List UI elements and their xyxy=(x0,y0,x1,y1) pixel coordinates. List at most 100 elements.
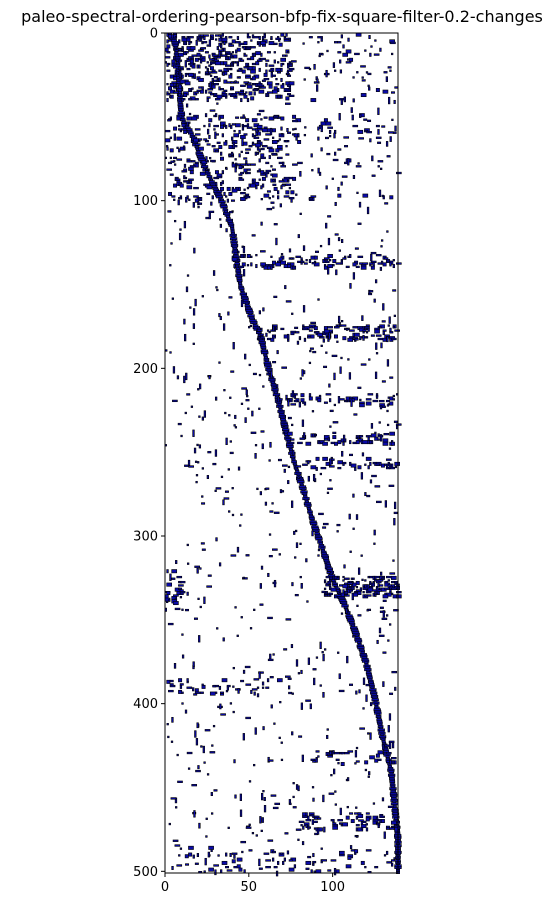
heatmap-cell xyxy=(315,466,318,471)
heatmap-cell xyxy=(213,864,219,867)
heatmap-cell xyxy=(194,565,200,568)
heatmap-cell xyxy=(192,854,195,859)
heatmap-cell xyxy=(212,462,217,466)
heatmap-cell xyxy=(259,86,262,89)
heatmap-cell xyxy=(208,118,213,123)
y-tick-label: 0 xyxy=(150,27,158,42)
heatmap-cell xyxy=(323,438,328,441)
heatmap-cell xyxy=(231,56,235,59)
heatmap-cell xyxy=(214,98,221,101)
heatmap-cell xyxy=(285,32,288,37)
heatmap-cell xyxy=(378,421,381,424)
heatmap-cell xyxy=(203,761,206,764)
heatmap-cell xyxy=(369,290,374,293)
heatmap-cell xyxy=(378,627,382,634)
heatmap-cell xyxy=(385,458,392,461)
heatmap-cell xyxy=(179,228,182,231)
heatmap-cell xyxy=(261,265,264,268)
heatmap-cell xyxy=(362,820,367,824)
y-tick-label: 300 xyxy=(133,529,158,544)
heatmap-cell xyxy=(392,398,395,401)
heatmap-cell xyxy=(230,151,234,156)
heatmap-cell xyxy=(307,460,310,465)
heatmap-cell xyxy=(340,320,344,323)
heatmap-cell xyxy=(190,405,194,408)
heatmap-cell xyxy=(265,161,270,165)
heatmap-cell xyxy=(293,530,296,535)
heatmap-cell xyxy=(186,543,189,547)
heatmap-cell xyxy=(339,366,342,374)
heatmap-cell xyxy=(388,96,391,105)
heatmap-cell xyxy=(261,443,264,450)
heatmap-cell xyxy=(386,423,390,427)
heatmap-cell xyxy=(230,124,233,129)
heatmap-cell xyxy=(267,572,270,577)
heatmap-cell xyxy=(301,754,304,763)
heatmap-cell xyxy=(287,416,292,420)
heatmap-cell xyxy=(295,193,298,196)
heatmap-cell xyxy=(226,198,229,203)
heatmap-cell xyxy=(240,679,245,683)
heatmap-cell xyxy=(272,325,275,332)
heatmap-cell xyxy=(283,857,286,862)
heatmap-cell xyxy=(177,422,182,426)
heatmap-cell xyxy=(245,160,248,165)
heatmap-cell xyxy=(231,513,235,517)
heatmap-cell xyxy=(245,151,250,155)
heatmap-cell xyxy=(352,635,355,638)
heatmap-cell xyxy=(185,103,189,108)
heatmap-cell xyxy=(196,853,200,858)
heatmap-cell xyxy=(194,298,197,307)
heatmap-cell xyxy=(326,728,329,731)
heatmap-cell xyxy=(266,81,273,86)
heatmap-cell xyxy=(250,56,255,61)
heatmap-cell xyxy=(225,64,231,67)
heatmap-cell xyxy=(171,865,174,870)
heatmap-cell xyxy=(168,599,171,602)
heatmap-cell xyxy=(271,136,275,139)
heatmap-cell xyxy=(174,607,181,611)
heatmap-cell xyxy=(195,480,198,484)
heatmap-cell xyxy=(357,614,362,617)
heatmap-cell xyxy=(261,817,264,823)
heatmap-cell xyxy=(380,245,383,248)
heatmap-cell xyxy=(337,460,343,465)
heatmap-cell xyxy=(328,594,332,597)
heatmap-cell xyxy=(196,52,201,57)
heatmap-cell xyxy=(263,77,270,81)
heatmap-cell xyxy=(220,124,224,129)
heatmap-cell xyxy=(323,401,328,404)
heatmap-cell xyxy=(216,102,219,105)
heatmap-cell xyxy=(225,96,228,99)
heatmap-cell xyxy=(234,158,237,161)
y-tick-label: 500 xyxy=(133,865,158,880)
heatmap-cell xyxy=(250,39,253,42)
heatmap-cell xyxy=(265,62,268,67)
heatmap-cell xyxy=(180,434,183,438)
heatmap-cell xyxy=(327,254,333,258)
heatmap-cell xyxy=(245,46,252,50)
heatmap-cell xyxy=(349,329,355,332)
heatmap-cell xyxy=(170,242,173,245)
heatmap-cell xyxy=(317,817,322,820)
heatmap-cell xyxy=(239,793,242,801)
heatmap-cell xyxy=(297,161,303,165)
heatmap-cell xyxy=(353,413,358,416)
heatmap-cell xyxy=(365,827,369,832)
heatmap-cell xyxy=(268,155,271,160)
heatmap-cell xyxy=(195,769,201,773)
heatmap-cell xyxy=(166,98,169,103)
heatmap-cell xyxy=(355,32,362,37)
heatmap-cell xyxy=(238,165,243,170)
heatmap-cell xyxy=(186,680,189,684)
heatmap-cell xyxy=(241,262,246,267)
heatmap-cell xyxy=(377,758,382,761)
heatmap-cell xyxy=(386,409,389,413)
heatmap-cell xyxy=(367,436,370,441)
heatmap-cell xyxy=(278,138,281,141)
heatmap-cell xyxy=(349,453,353,457)
heatmap-cell xyxy=(194,98,199,101)
heatmap-cell xyxy=(337,466,342,470)
heatmap-cell xyxy=(205,817,208,820)
heatmap-cell xyxy=(273,51,276,54)
